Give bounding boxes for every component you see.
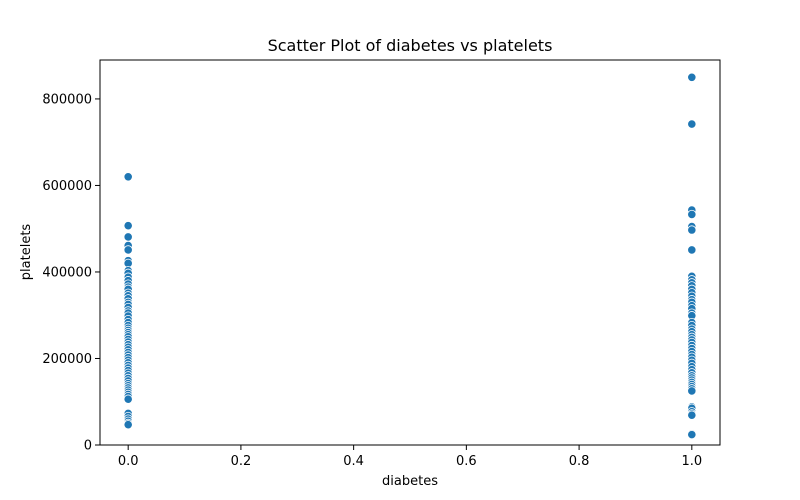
plot-area [99,59,721,446]
x-tick-label: 0.4 [343,454,364,469]
data-point [687,410,697,420]
x-tick-label: 1.0 [681,454,702,469]
data-point [123,221,133,231]
y-tick-label: 400000 [42,265,92,280]
y-tick-label: 600000 [42,179,92,194]
x-axis-label: diabetes [382,474,438,489]
plot-frame [99,59,721,446]
data-point [687,72,697,82]
data-point [123,172,133,182]
data-point [687,430,697,440]
x-tick-label: 0.6 [456,454,477,469]
y-tick-label: 0 [84,439,92,454]
chart-title: Scatter Plot of diabetes vs platelets [268,36,553,55]
data-point [123,232,133,242]
data-point [123,245,133,255]
data-point [687,225,697,235]
x-tick-label: 0.2 [231,454,252,469]
x-tick-label: 0.0 [118,454,139,469]
x-tick-label: 0.8 [569,454,590,469]
data-point [123,394,133,404]
data-point [123,420,133,430]
data-point [687,209,697,220]
y-tick-label: 800000 [42,92,92,107]
data-point [687,386,697,396]
y-axis: 0 200000 400000 600000 800000 [42,92,100,454]
data-point [687,245,697,255]
y-tick-label: 200000 [42,352,92,367]
y-axis-label: platelets [19,224,34,281]
x-axis: 0.0 0.2 0.4 0.6 0.8 1.0 [118,445,702,469]
data-point [687,119,697,129]
data-points [123,72,697,440]
